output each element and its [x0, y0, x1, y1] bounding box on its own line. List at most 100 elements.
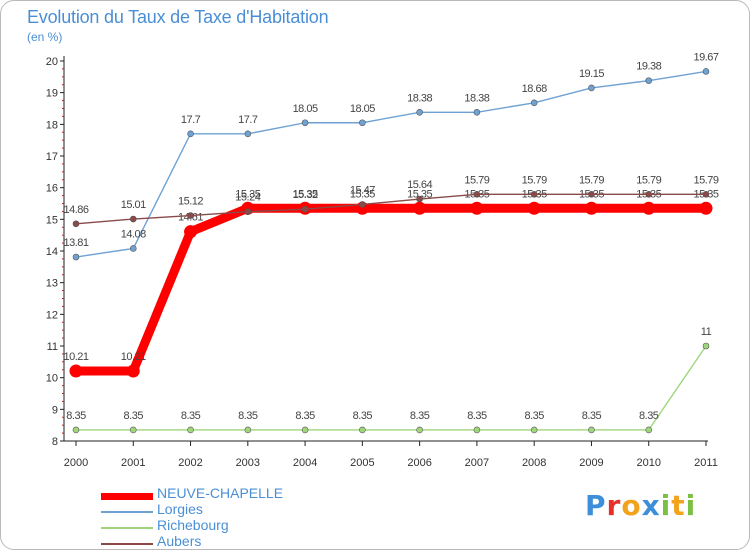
x-tick-label: 2000	[64, 457, 88, 469]
data-label-richebourg: 8.35	[467, 410, 487, 422]
data-point-aubers	[359, 201, 366, 208]
data-point-lorgies	[702, 68, 710, 75]
data-point-lorgies	[187, 130, 194, 138]
data-point-lorgies	[588, 84, 595, 92]
y-tick-label: 14	[46, 246, 58, 258]
data-point-aubers	[702, 191, 710, 198]
data-label-lorgies: 17.7	[181, 114, 201, 126]
data-label-aubers: 15.79	[579, 174, 604, 186]
data-label-lorgies: 18.38	[464, 92, 489, 104]
data-label-lorgies: 18.05	[293, 103, 318, 115]
data-point-richebourg	[129, 426, 137, 434]
series-line-richebourg	[75, 345, 707, 431]
legend-label-richebourg: Richebourg	[157, 517, 229, 533]
y-tick-label: 17	[46, 151, 58, 163]
data-point-lorgies	[359, 119, 366, 127]
data-point-richebourg	[416, 426, 423, 434]
data-label-aubers: 15.24	[235, 192, 260, 204]
data-label-lorgies: 17.7	[238, 114, 258, 126]
data-label-aubers: 15.32	[293, 189, 318, 201]
data-point-lorgies	[301, 119, 309, 127]
data-label-richebourg: 8.35	[353, 410, 373, 422]
y-tick-label: 19	[46, 88, 58, 100]
data-point-aubers	[244, 208, 252, 216]
data-point-lorgies	[473, 109, 481, 116]
data-label-aubers: 15.79	[693, 174, 718, 186]
data-point-aubers	[187, 212, 194, 219]
data-label-neuve-chapelle: 15.35	[350, 188, 375, 200]
data-point-neuve-chapelle	[642, 201, 656, 215]
data-label-neuve-chapelle: 15.35	[235, 188, 260, 200]
data-point-aubers	[301, 205, 309, 213]
x-tick-label: 2006	[407, 457, 431, 469]
data-label-aubers: 14.86	[63, 204, 88, 216]
data-label-richebourg: 11	[701, 326, 712, 338]
x-tick-label: 2004	[293, 457, 317, 469]
data-label-richebourg: 8.35	[238, 410, 258, 422]
data-point-neuve-chapelle	[527, 201, 541, 215]
y-tick-label: 18	[46, 119, 58, 131]
data-point-neuve-chapelle	[126, 364, 140, 378]
data-point-aubers	[645, 191, 653, 198]
x-tick-label: 2011	[694, 457, 718, 469]
data-point-aubers	[72, 220, 80, 228]
x-tick-label: 2007	[465, 457, 489, 469]
chart-subtitle: (en %)	[27, 30, 63, 44]
x-tick-label: 2005	[350, 457, 374, 469]
data-point-richebourg	[645, 426, 653, 434]
data-point-lorgies	[530, 99, 538, 107]
legend-label-aubers: Aubers	[157, 533, 202, 549]
y-tick-label: 12	[46, 309, 58, 321]
data-label-richebourg: 8.35	[410, 410, 430, 422]
data-point-richebourg	[588, 426, 595, 434]
data-label-richebourg: 8.35	[524, 410, 544, 422]
data-point-richebourg	[244, 426, 252, 434]
y-tick-label: 10	[46, 373, 58, 385]
legend-label-neuve-chapelle: NEUVE-CHAPELLE	[157, 485, 284, 501]
data-point-neuve-chapelle	[699, 201, 713, 215]
data-point-aubers	[129, 215, 137, 223]
data-label-lorgies: 18.38	[407, 92, 432, 104]
data-point-neuve-chapelle	[184, 225, 198, 239]
y-tick-label: 20	[46, 56, 58, 68]
data-label-lorgies: 19.67	[693, 51, 718, 63]
data-label-neuve-chapelle: 10.21	[63, 351, 88, 363]
series-line-aubers	[75, 193, 707, 225]
data-point-neuve-chapelle	[413, 201, 427, 215]
data-point-richebourg	[473, 426, 481, 434]
x-tick-label: 2010	[636, 457, 660, 469]
y-tick-label: 16	[46, 183, 58, 195]
data-label-neuve-chapelle: 10.21	[121, 351, 146, 363]
data-point-richebourg	[301, 426, 309, 434]
data-label-aubers: 15.79	[464, 174, 489, 186]
x-tick-label: 2003	[236, 457, 260, 469]
y-tick-label: 13	[46, 278, 58, 290]
data-label-aubers: 15.01	[121, 199, 146, 211]
data-point-neuve-chapelle	[470, 201, 484, 215]
data-label-lorgies: 18.05	[350, 103, 375, 115]
data-label-richebourg: 8.35	[66, 410, 86, 422]
data-label-aubers: 15.64	[407, 179, 432, 191]
data-point-richebourg	[359, 426, 366, 434]
data-label-aubers: 15.79	[522, 174, 547, 186]
data-point-lorgies	[645, 77, 653, 84]
legend-swatch-lorgies	[101, 511, 153, 513]
data-label-lorgies: 13.81	[63, 237, 88, 249]
x-tick-label: 2009	[579, 457, 603, 469]
series-line-neuve-chapelle	[71, 203, 711, 376]
data-label-richebourg: 8.35	[124, 410, 144, 422]
data-label-richebourg: 8.35	[639, 410, 659, 422]
data-point-lorgies	[244, 130, 252, 138]
data-point-richebourg	[702, 342, 710, 350]
y-tick-label: 15	[46, 214, 58, 226]
data-point-richebourg	[72, 426, 80, 434]
data-point-neuve-chapelle	[584, 201, 598, 215]
series-line-lorgies	[75, 70, 707, 258]
data-point-richebourg	[530, 426, 538, 434]
chart-title: Evolution du Taux de Taxe d'Habitation	[27, 7, 329, 27]
x-tick-label: 2001	[121, 457, 145, 469]
legend-label-lorgies: Lorgies	[157, 501, 203, 517]
data-point-lorgies	[129, 245, 137, 252]
data-label-richebourg: 8.35	[295, 410, 315, 422]
